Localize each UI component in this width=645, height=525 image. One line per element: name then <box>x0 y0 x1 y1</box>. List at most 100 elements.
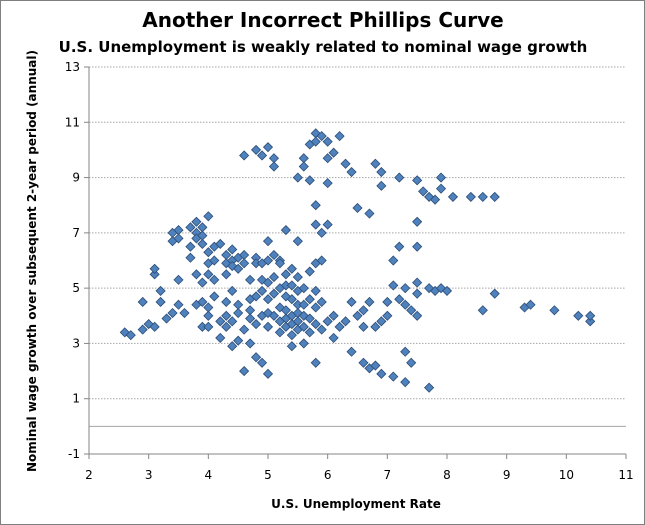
data-point <box>268 249 280 261</box>
x-tick-label: 10 <box>559 468 574 482</box>
data-point <box>310 136 321 147</box>
data-point <box>430 194 441 205</box>
data-point <box>328 147 339 158</box>
x-axis-title: U.S. Unemployment Rate <box>271 497 441 511</box>
x-tick-label: 4 <box>205 468 213 482</box>
data-point <box>227 316 238 327</box>
data-point <box>376 166 387 178</box>
data-point <box>173 233 184 244</box>
x-tick-label: 11 <box>618 468 633 482</box>
data-point <box>346 166 357 178</box>
data-point <box>280 225 291 236</box>
data-point <box>209 291 220 302</box>
data-point <box>203 211 214 222</box>
data-point <box>245 313 256 324</box>
data-point <box>251 144 262 155</box>
data-point <box>370 360 381 371</box>
data-point <box>340 158 351 169</box>
data-point <box>441 285 453 296</box>
data-point <box>388 280 399 291</box>
data-point <box>525 299 536 310</box>
data-point <box>245 338 256 349</box>
data-point <box>239 366 250 377</box>
data-point <box>549 305 560 316</box>
data-point <box>400 377 411 388</box>
data-point <box>239 258 250 269</box>
data-point <box>394 241 405 252</box>
data-point <box>412 216 423 227</box>
data-point <box>286 263 297 274</box>
data-point <box>340 316 351 327</box>
data-point <box>197 238 208 249</box>
data-point <box>322 219 333 230</box>
axes <box>84 66 627 459</box>
data-point <box>400 299 411 310</box>
data-point <box>191 216 202 227</box>
data-point <box>268 288 280 299</box>
data-point <box>585 316 596 327</box>
data-point <box>316 296 327 308</box>
data-point <box>233 263 244 274</box>
data-point <box>412 310 423 321</box>
data-point <box>209 274 220 285</box>
data-point <box>262 142 274 153</box>
data-point <box>412 175 423 186</box>
data-point <box>358 305 369 316</box>
data-point <box>155 296 166 308</box>
data-point <box>435 183 447 194</box>
data-point <box>155 285 166 296</box>
data-point <box>376 180 387 191</box>
data-point <box>262 236 274 247</box>
data-point <box>203 247 214 258</box>
data-point <box>346 346 357 357</box>
data-point <box>382 296 393 308</box>
data-point <box>418 186 429 197</box>
data-point <box>233 299 244 310</box>
data-point <box>298 338 309 349</box>
data-point <box>358 357 369 368</box>
data-point <box>239 150 250 161</box>
data-point <box>298 153 309 164</box>
data-point <box>262 255 274 266</box>
data-point <box>412 241 423 252</box>
y-tick-label: 5 <box>72 281 80 295</box>
data-point <box>310 357 321 368</box>
data-point <box>304 327 315 338</box>
data-point <box>149 263 160 274</box>
data-point <box>227 285 238 296</box>
data-point <box>274 327 285 338</box>
data-point <box>310 302 321 313</box>
data-point <box>334 321 345 332</box>
data-point <box>286 280 297 291</box>
data-point <box>316 131 327 142</box>
data-point <box>292 236 303 247</box>
x-tick-label: 8 <box>443 468 451 482</box>
data-point <box>203 302 214 313</box>
x-tick-label: 7 <box>384 468 392 482</box>
data-point <box>310 319 321 330</box>
data-point <box>394 294 405 305</box>
data-point <box>400 283 411 294</box>
data-point <box>304 266 315 277</box>
data-point <box>197 296 208 308</box>
data-point <box>197 277 208 288</box>
data-point <box>388 255 399 266</box>
data-point <box>412 277 423 288</box>
data-point <box>268 310 280 321</box>
data-point <box>167 307 178 319</box>
data-point <box>364 208 375 219</box>
data-point <box>191 269 202 280</box>
data-point <box>304 175 315 186</box>
data-point <box>364 296 375 308</box>
data-point <box>316 255 327 266</box>
y-tick-label: 3 <box>72 336 80 350</box>
data-point <box>286 294 297 305</box>
data-point <box>334 131 345 142</box>
data-point <box>585 310 596 321</box>
data-point <box>394 172 405 183</box>
data-point <box>322 153 333 164</box>
data-point <box>322 136 333 147</box>
data-point <box>173 225 184 236</box>
